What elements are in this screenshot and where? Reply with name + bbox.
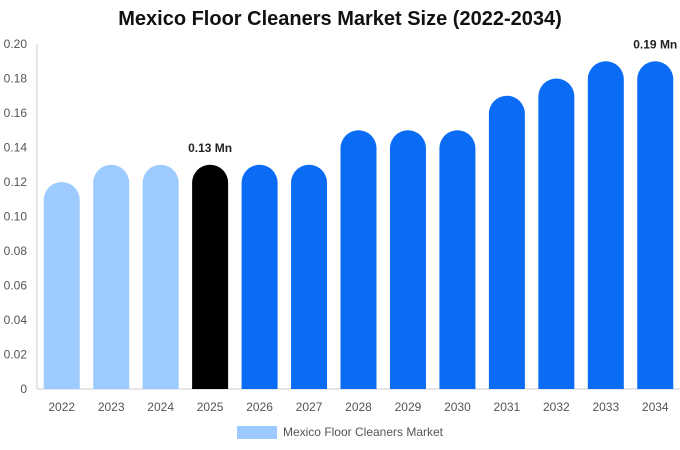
bar-2033 bbox=[587, 61, 624, 389]
bar-2028 bbox=[340, 130, 377, 390]
legend-label: Mexico Floor Cleaners Market bbox=[282, 425, 444, 439]
bar-2025 bbox=[192, 164, 229, 389]
x-tick-label: 2027 bbox=[296, 400, 323, 414]
x-tick-label: 2029 bbox=[395, 400, 422, 414]
bar-2034 bbox=[637, 61, 674, 389]
y-tick-label: 0 bbox=[20, 382, 27, 396]
data-label-2034: 0.19 Mn bbox=[633, 37, 677, 51]
bar-2029 bbox=[389, 130, 426, 390]
legend: Mexico Floor Cleaners Market bbox=[0, 425, 680, 439]
x-tick-label: 2024 bbox=[147, 400, 174, 414]
y-tick-label: 0.08 bbox=[4, 244, 28, 258]
bar-2031 bbox=[488, 95, 525, 389]
legend-swatch bbox=[236, 425, 277, 439]
x-tick-label: 2031 bbox=[494, 400, 521, 414]
y-tick-label: 0.14 bbox=[4, 141, 28, 155]
bar-2027 bbox=[291, 164, 328, 389]
x-tick-label: 2025 bbox=[197, 400, 224, 414]
bar-2032 bbox=[538, 78, 575, 389]
y-tick-label: 0.18 bbox=[4, 72, 28, 86]
y-tick-label: 0.04 bbox=[4, 313, 28, 327]
y-tick-label: 0.10 bbox=[4, 210, 28, 224]
x-tick-label: 2026 bbox=[246, 400, 273, 414]
x-tick-label: 2033 bbox=[592, 400, 619, 414]
x-tick-label: 2023 bbox=[98, 400, 125, 414]
data-label-2025: 0.13 Mn bbox=[188, 141, 232, 155]
y-tick-label: 0.02 bbox=[4, 348, 28, 362]
bar-2026 bbox=[241, 164, 278, 389]
x-tick-label: 2030 bbox=[444, 400, 471, 414]
x-tick-label: 2034 bbox=[642, 400, 669, 414]
y-tick-label: 0.06 bbox=[4, 279, 28, 293]
bar-2022 bbox=[43, 182, 80, 389]
y-tick-label: 0.16 bbox=[4, 106, 28, 120]
y-tick-label: 0.12 bbox=[4, 175, 28, 189]
x-tick-label: 2028 bbox=[345, 400, 372, 414]
chart-title: Mexico Floor Cleaners Market Size (2022-… bbox=[118, 8, 562, 30]
x-tick-label: 2022 bbox=[48, 400, 75, 414]
x-tick-label: 2032 bbox=[543, 400, 570, 414]
bar-2030 bbox=[439, 130, 476, 390]
y-tick-label: 0.20 bbox=[4, 37, 28, 51]
bar-2024 bbox=[142, 164, 179, 389]
bar-2023 bbox=[93, 164, 130, 389]
